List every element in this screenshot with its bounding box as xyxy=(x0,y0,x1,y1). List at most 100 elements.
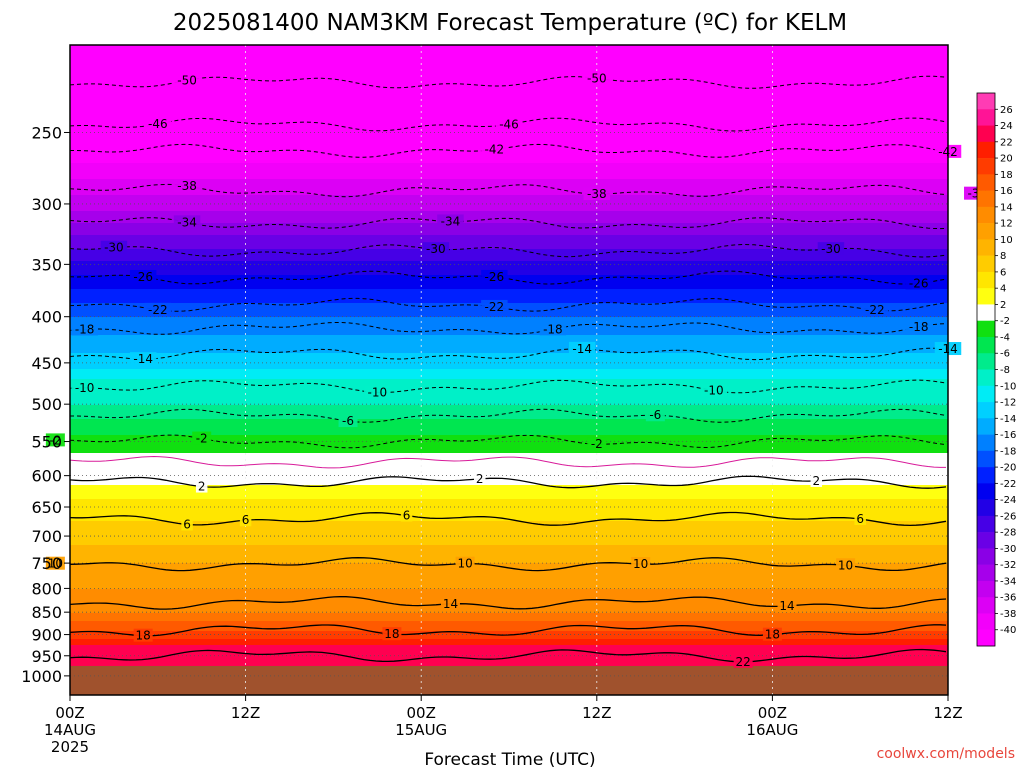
temperature-band xyxy=(70,485,948,488)
temperature-band xyxy=(70,317,948,320)
temperature-band xyxy=(70,487,948,490)
y-tick-label: 550 xyxy=(31,433,62,452)
contour-label-bg xyxy=(173,179,201,193)
contour-label: -14 xyxy=(133,352,153,366)
temperature-band xyxy=(70,613,948,616)
temperature-band xyxy=(70,471,948,474)
contour-label: -2 xyxy=(196,432,208,446)
temperature-band xyxy=(70,479,948,482)
contour-label-bg xyxy=(700,383,728,397)
x-tick-date: 14AUG xyxy=(44,721,96,739)
contour-label: 10 xyxy=(457,557,472,571)
temperature-band xyxy=(70,555,948,558)
temperature-band xyxy=(70,459,948,462)
temperature-band xyxy=(70,663,948,666)
temperature-band xyxy=(70,503,948,506)
temperature-band xyxy=(70,159,948,162)
temperature-band xyxy=(70,483,948,486)
temperature-band xyxy=(70,649,948,652)
temperature-band xyxy=(70,467,948,470)
contour-label-bg xyxy=(854,512,866,526)
temperature-band xyxy=(70,251,948,254)
temperature-band xyxy=(70,75,948,78)
colorbar-label: -2 xyxy=(1000,316,1010,327)
temperature-band xyxy=(70,351,948,354)
credit-link[interactable]: coolwx.com/models xyxy=(877,746,1015,762)
colorbar-label: -14 xyxy=(1000,414,1016,425)
temperature-band xyxy=(70,599,948,602)
contour-label-bg xyxy=(144,117,172,131)
temperature-band xyxy=(70,291,948,294)
x-tick-date: 16AUG xyxy=(746,721,798,739)
temperature-band xyxy=(70,451,948,454)
temperature-band xyxy=(70,543,948,546)
temperature-band xyxy=(70,313,948,316)
temperature-band xyxy=(70,411,948,414)
x-tick-label: 00Z xyxy=(55,704,84,722)
colorbar-swatch xyxy=(977,288,995,305)
ground-fill xyxy=(70,665,948,695)
x-tick-label: 00Z xyxy=(407,704,436,722)
temperature-band xyxy=(70,281,948,284)
temperature-band xyxy=(70,587,948,590)
colorbar-label: -28 xyxy=(1000,528,1016,539)
contour-label: 22 xyxy=(735,655,750,669)
temperature-band xyxy=(70,475,948,478)
temperature-band xyxy=(70,65,948,68)
temperature-band xyxy=(70,163,948,166)
y-tick-label: 600 xyxy=(31,467,62,486)
temperature-band xyxy=(70,95,948,98)
contour-label-bg xyxy=(338,414,358,428)
contour-label-bg xyxy=(129,352,157,366)
temperature-band xyxy=(70,91,948,94)
temperature-band xyxy=(70,443,948,446)
colorbar-swatch xyxy=(977,255,995,273)
colorbar-label: -26 xyxy=(1000,511,1016,522)
temperature-band xyxy=(70,227,948,230)
temperature-band xyxy=(70,625,948,628)
temperature-band xyxy=(70,275,948,278)
temperature-band xyxy=(70,149,948,152)
colorbar-label: -4 xyxy=(1000,332,1010,343)
y-tick-label: 700 xyxy=(31,527,62,546)
pressure-axis: 250 300 350 400 450 500 550 600 650 700 750 800 850 9… xyxy=(21,123,70,686)
isotherm-10 xyxy=(69,557,947,572)
contour-label-bg xyxy=(495,117,523,131)
temperature-band xyxy=(70,273,948,276)
temperature-band xyxy=(70,237,948,240)
colorbar-swatch xyxy=(977,239,995,256)
contour-label: 14 xyxy=(443,597,458,611)
y-tick-label: 650 xyxy=(31,498,62,517)
temperature-band xyxy=(70,191,948,194)
temperature-band xyxy=(70,597,948,600)
temperature-band xyxy=(70,69,948,72)
temperature-band xyxy=(70,569,948,572)
temperature-band xyxy=(70,521,948,524)
colorbar-label: 14 xyxy=(1000,202,1013,213)
y-tick-label: 250 xyxy=(31,123,62,142)
temperature-band xyxy=(70,619,948,622)
y-tick-label: 750 xyxy=(31,554,62,573)
temperature-band xyxy=(70,397,948,400)
temperature-band xyxy=(70,221,948,224)
contour-label: 6 xyxy=(242,513,250,527)
temperature-band xyxy=(70,457,948,460)
colorbar-swatch xyxy=(977,532,995,549)
colorbar-swatch xyxy=(977,467,995,484)
contour-label: -30 xyxy=(104,241,124,255)
ground-layer xyxy=(70,665,948,695)
temperature-band xyxy=(70,175,948,178)
temperature-band xyxy=(70,647,948,650)
temperature-band xyxy=(70,145,948,148)
temperature-band xyxy=(70,271,948,274)
x-tick-year: 2025 xyxy=(51,738,89,756)
isotherm-2 xyxy=(69,475,947,489)
temperature-band xyxy=(70,137,948,140)
temperature-band xyxy=(70,265,948,268)
temperature-band xyxy=(70,373,948,376)
plot-frame xyxy=(69,44,949,696)
temperature-band xyxy=(70,207,948,210)
contour-label-bg xyxy=(568,341,596,355)
temperature-band xyxy=(70,155,948,158)
temperature-band xyxy=(70,77,948,80)
